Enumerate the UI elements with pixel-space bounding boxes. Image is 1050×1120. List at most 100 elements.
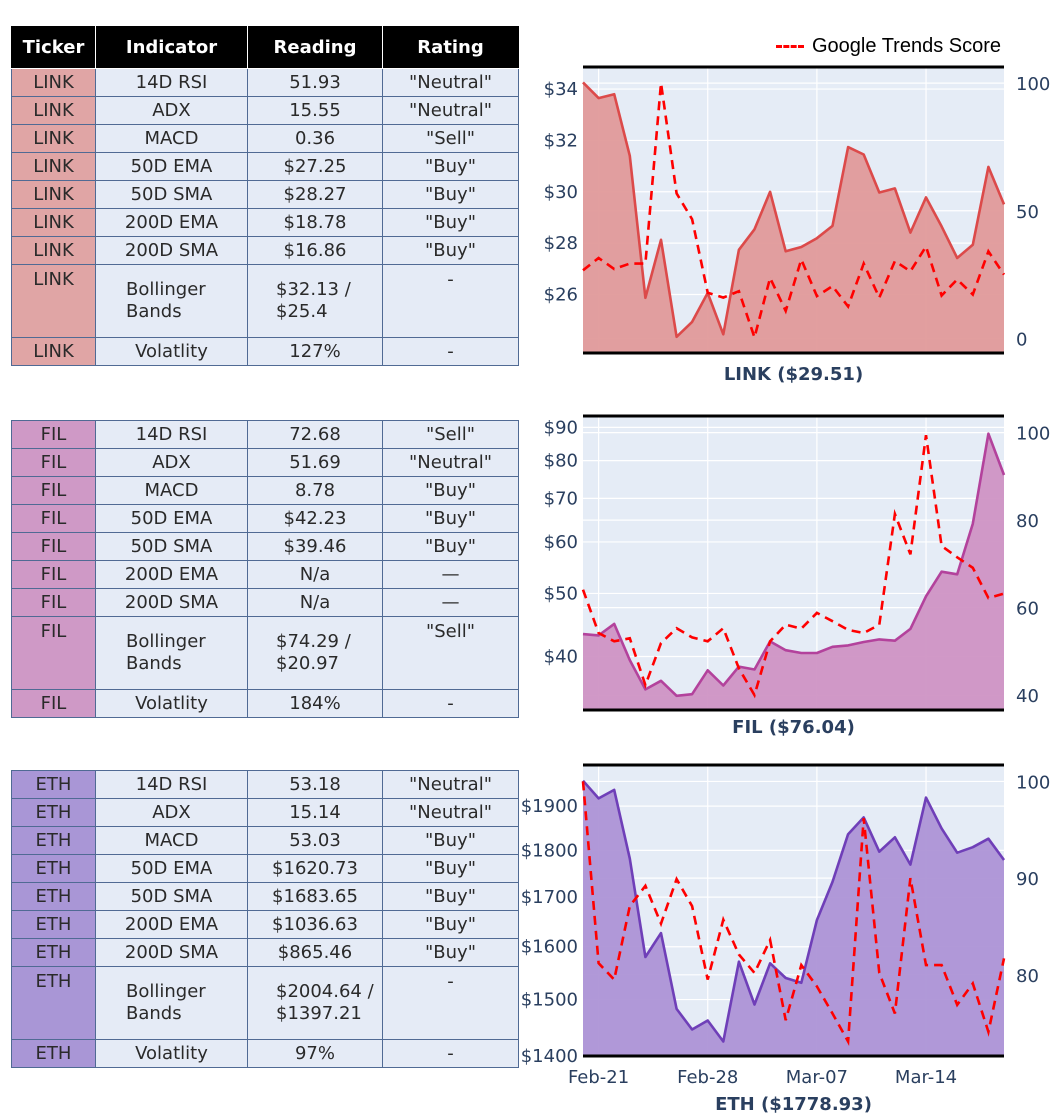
y2-tick-label: 90: [1016, 869, 1039, 890]
y-tick-label: $50: [544, 583, 578, 604]
chart-0: $26 $28 $30 $32 $34 0 50 100: [544, 65, 1050, 355]
trends-line: [581, 781, 1006, 1046]
y-tick-label: $1500: [521, 990, 578, 1011]
dashed-line-legend-icon: [776, 44, 804, 48]
ticker-cell: LINK: [11, 68, 96, 97]
link-chart-title: LINK ($29.51): [723, 364, 864, 385]
indicator-cell: 50D EMA: [95, 504, 248, 533]
rating-cell: "Sell": [382, 616, 519, 690]
y-tick-label: $26: [544, 284, 578, 305]
header-ticker: Ticker: [11, 26, 96, 69]
indicator-cell: ADX: [95, 798, 248, 827]
table-header-row: Ticker Indicator Reading Rating: [11, 26, 519, 69]
indicator-cell: 50D EMA: [95, 152, 248, 181]
table-row: FIL 50D SMA $39.46 "Buy": [11, 532, 519, 561]
x-tick-label: Feb-21: [568, 1067, 629, 1088]
y-tick-label: $30: [544, 182, 578, 203]
ticker-cell: FIL: [11, 504, 96, 533]
rating-cell: "Buy": [382, 532, 519, 561]
rating-cell: "Neutral": [382, 448, 519, 477]
rating-cell: "Neutral": [382, 798, 519, 827]
reading-cell: N/a: [247, 588, 383, 617]
ticker-cell: FIL: [11, 588, 96, 617]
rating-cell: -: [382, 337, 519, 366]
fil-chart-title: FIL ($76.04): [732, 717, 855, 738]
reading-cell: $18.78: [247, 208, 383, 237]
rating-cell: "Buy": [382, 882, 519, 911]
ticker-cell: ETH: [11, 798, 96, 827]
reading-cell: 51.93: [247, 68, 383, 97]
table-row: FIL ADX 51.69 "Neutral": [11, 448, 519, 477]
table-row: LINK 14D RSI 51.93 "Neutral": [11, 68, 519, 97]
x-tick-label: Feb-28: [677, 1067, 738, 1088]
indicator-cell: Volatlity: [95, 337, 248, 366]
ticker-cell: FIL: [11, 448, 96, 477]
reading-cell: $2004.64 / $1397.21: [247, 966, 383, 1040]
y-tick-label: $1600: [521, 937, 578, 958]
reading-cell: 53.18: [247, 770, 383, 799]
legend-label: Google Trends Score: [812, 34, 1001, 57]
indicator-cell: 14D RSI: [95, 68, 248, 97]
ticker-cell: ETH: [11, 1039, 96, 1068]
y-tick-label: $1900: [521, 796, 578, 817]
indicator-cell: 14D RSI: [95, 770, 248, 799]
y2-tick-label: 60: [1016, 599, 1039, 620]
y-tick-label: $60: [544, 532, 578, 553]
reading-cell: $42.23: [247, 504, 383, 533]
indicator-cell: MACD: [95, 124, 248, 153]
trends-line: [581, 435, 1005, 699]
reading-cell: 51.69: [247, 448, 383, 477]
indicator-cell: Volatlity: [95, 689, 248, 718]
rating-cell: "Buy": [382, 152, 519, 181]
trends-line: [582, 82, 1006, 342]
x-tick-label: Mar-14: [895, 1067, 957, 1088]
reading-cell: N/a: [247, 560, 383, 589]
table-row: ETH MACD 53.03 "Buy": [11, 826, 519, 855]
reading-cell: 53.03: [247, 826, 383, 855]
ticker-cell: ETH: [11, 910, 96, 939]
reading-cell: 184%: [247, 689, 383, 718]
table-row: FIL Volatlity 184% -: [11, 689, 519, 718]
chart-legend[interactable]: Google Trends Score: [776, 33, 1001, 59]
rating-cell: "Buy": [382, 236, 519, 265]
indicator-cell: 50D SMA: [95, 882, 248, 911]
reading-cell: $28.27: [247, 180, 383, 209]
table-row: FIL 200D EMA N/a —: [11, 560, 519, 589]
reading-cell: 0.36: [247, 124, 383, 153]
reading-cell: 15.55: [247, 96, 383, 125]
rating-cell: -: [382, 1039, 519, 1068]
link-indicator-table: Ticker Indicator Reading Rating LINK 14D …: [11, 26, 519, 366]
reading-cell: $27.25: [247, 152, 383, 181]
y-tick-label: $28: [544, 233, 578, 254]
indicator-cell: Bollinger Bands: [95, 616, 248, 690]
price-area: [583, 82, 1004, 354]
ticker-cell: ETH: [11, 882, 96, 911]
y2-tick-label: 80: [1016, 511, 1039, 532]
rating-cell: "Neutral": [382, 770, 519, 799]
rating-cell: "Buy": [382, 938, 519, 967]
indicator-cell: 50D SMA: [95, 180, 248, 209]
rating-cell: "Buy": [382, 504, 519, 533]
ticker-cell: LINK: [11, 236, 96, 265]
x-tick-label: Mar-07: [786, 1067, 848, 1088]
y-tick-label: $1400: [521, 1046, 578, 1067]
y-tick-label: $80: [544, 451, 578, 472]
reading-cell: $1620.73: [247, 854, 383, 883]
indicator-cell: 200D EMA: [95, 560, 248, 589]
fil-indicator-table: FIL 14D RSI 72.68 "Sell" FIL ADX 51.69 "Neutral…: [11, 420, 519, 718]
ticker-cell: FIL: [11, 532, 96, 561]
header-rating: Rating: [382, 26, 519, 69]
table-row: LINK 50D EMA $27.25 "Buy": [11, 152, 519, 181]
ticker-cell: FIL: [11, 476, 96, 505]
indicator-cell: 200D EMA: [95, 910, 248, 939]
indicator-cell: 200D SMA: [95, 938, 248, 967]
reading-cell: 72.68: [247, 420, 383, 449]
ticker-cell: FIL: [11, 560, 96, 589]
indicator-cell: Bollinger Bands: [95, 264, 248, 338]
ticker-cell: ETH: [11, 826, 96, 855]
y2-tick-label: 0: [1016, 329, 1027, 350]
rating-cell: "Neutral": [382, 68, 519, 97]
table-row: LINK Volatlity 127% -: [11, 337, 519, 366]
table-row: LINK MACD 0.36 "Sell": [11, 124, 519, 153]
